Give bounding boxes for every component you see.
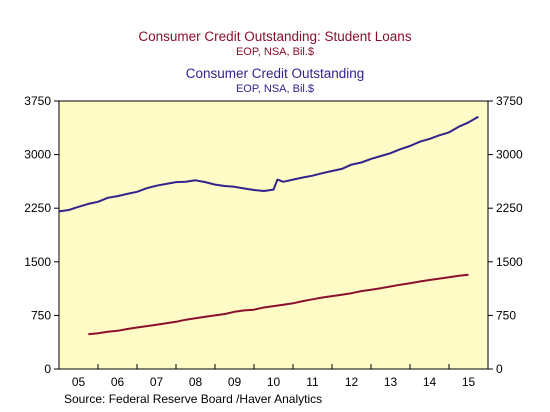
series-line-consumer-credit: [58, 115, 479, 213]
x-tick-label: 06: [111, 375, 125, 389]
series-layer: [58, 115, 479, 336]
x-tick-label: 09: [228, 375, 242, 389]
y-tick-label-left: 1500: [24, 255, 51, 269]
y-tick-label-left: 0: [44, 362, 51, 376]
chart-title-consumer-credit: Consumer Credit Outstanding: [186, 66, 365, 81]
x-tick-label: 08: [189, 375, 203, 389]
y-tick-label-right: 2250: [496, 201, 523, 215]
x-tick-label: 10: [267, 375, 281, 389]
y-tick-label-right: 3000: [496, 148, 523, 162]
series-line-student-loans: [88, 273, 469, 336]
y-tick-label-right: 750: [496, 308, 516, 322]
source-note: Source: Federal Reserve Board /Haver Ana…: [64, 392, 322, 406]
y-tick-label-left: 2250: [24, 201, 51, 215]
y-tick-label-right: 3750: [496, 94, 523, 108]
plot-area: [58, 100, 489, 370]
y-axis: 0 0 750 750 1500 1500 2250 2250 3000 3000 3750 3750: [24, 94, 523, 376]
y-tick-label-left: 3750: [24, 94, 51, 108]
y-tick-label-right: 1500: [496, 255, 523, 269]
y-tick-label-left: 750: [31, 308, 51, 322]
y-tick-label-right: 0: [496, 362, 503, 376]
x-tick-label: 12: [345, 375, 359, 389]
x-tick-label: 11: [306, 375, 319, 389]
chart-subtitle-consumer-credit: EOP, NSA, Bil.$: [236, 83, 314, 95]
x-tick-label: 14: [423, 375, 437, 389]
x-tick-label: 05: [72, 375, 86, 389]
x-tick-label: 13: [384, 375, 398, 389]
x-tick-label: 15: [462, 375, 476, 389]
x-tick-label: 07: [150, 375, 164, 389]
x-axis: 05 06 07 08 09 10 11 12 13 14 15: [58, 364, 489, 389]
chart-title-student-loans: Consumer Credit Outstanding: Student Loa…: [138, 29, 411, 44]
y-tick-label-left: 3000: [24, 148, 51, 162]
chart-subtitle-student-loans: EOP, NSA, Bil.$: [236, 46, 314, 58]
